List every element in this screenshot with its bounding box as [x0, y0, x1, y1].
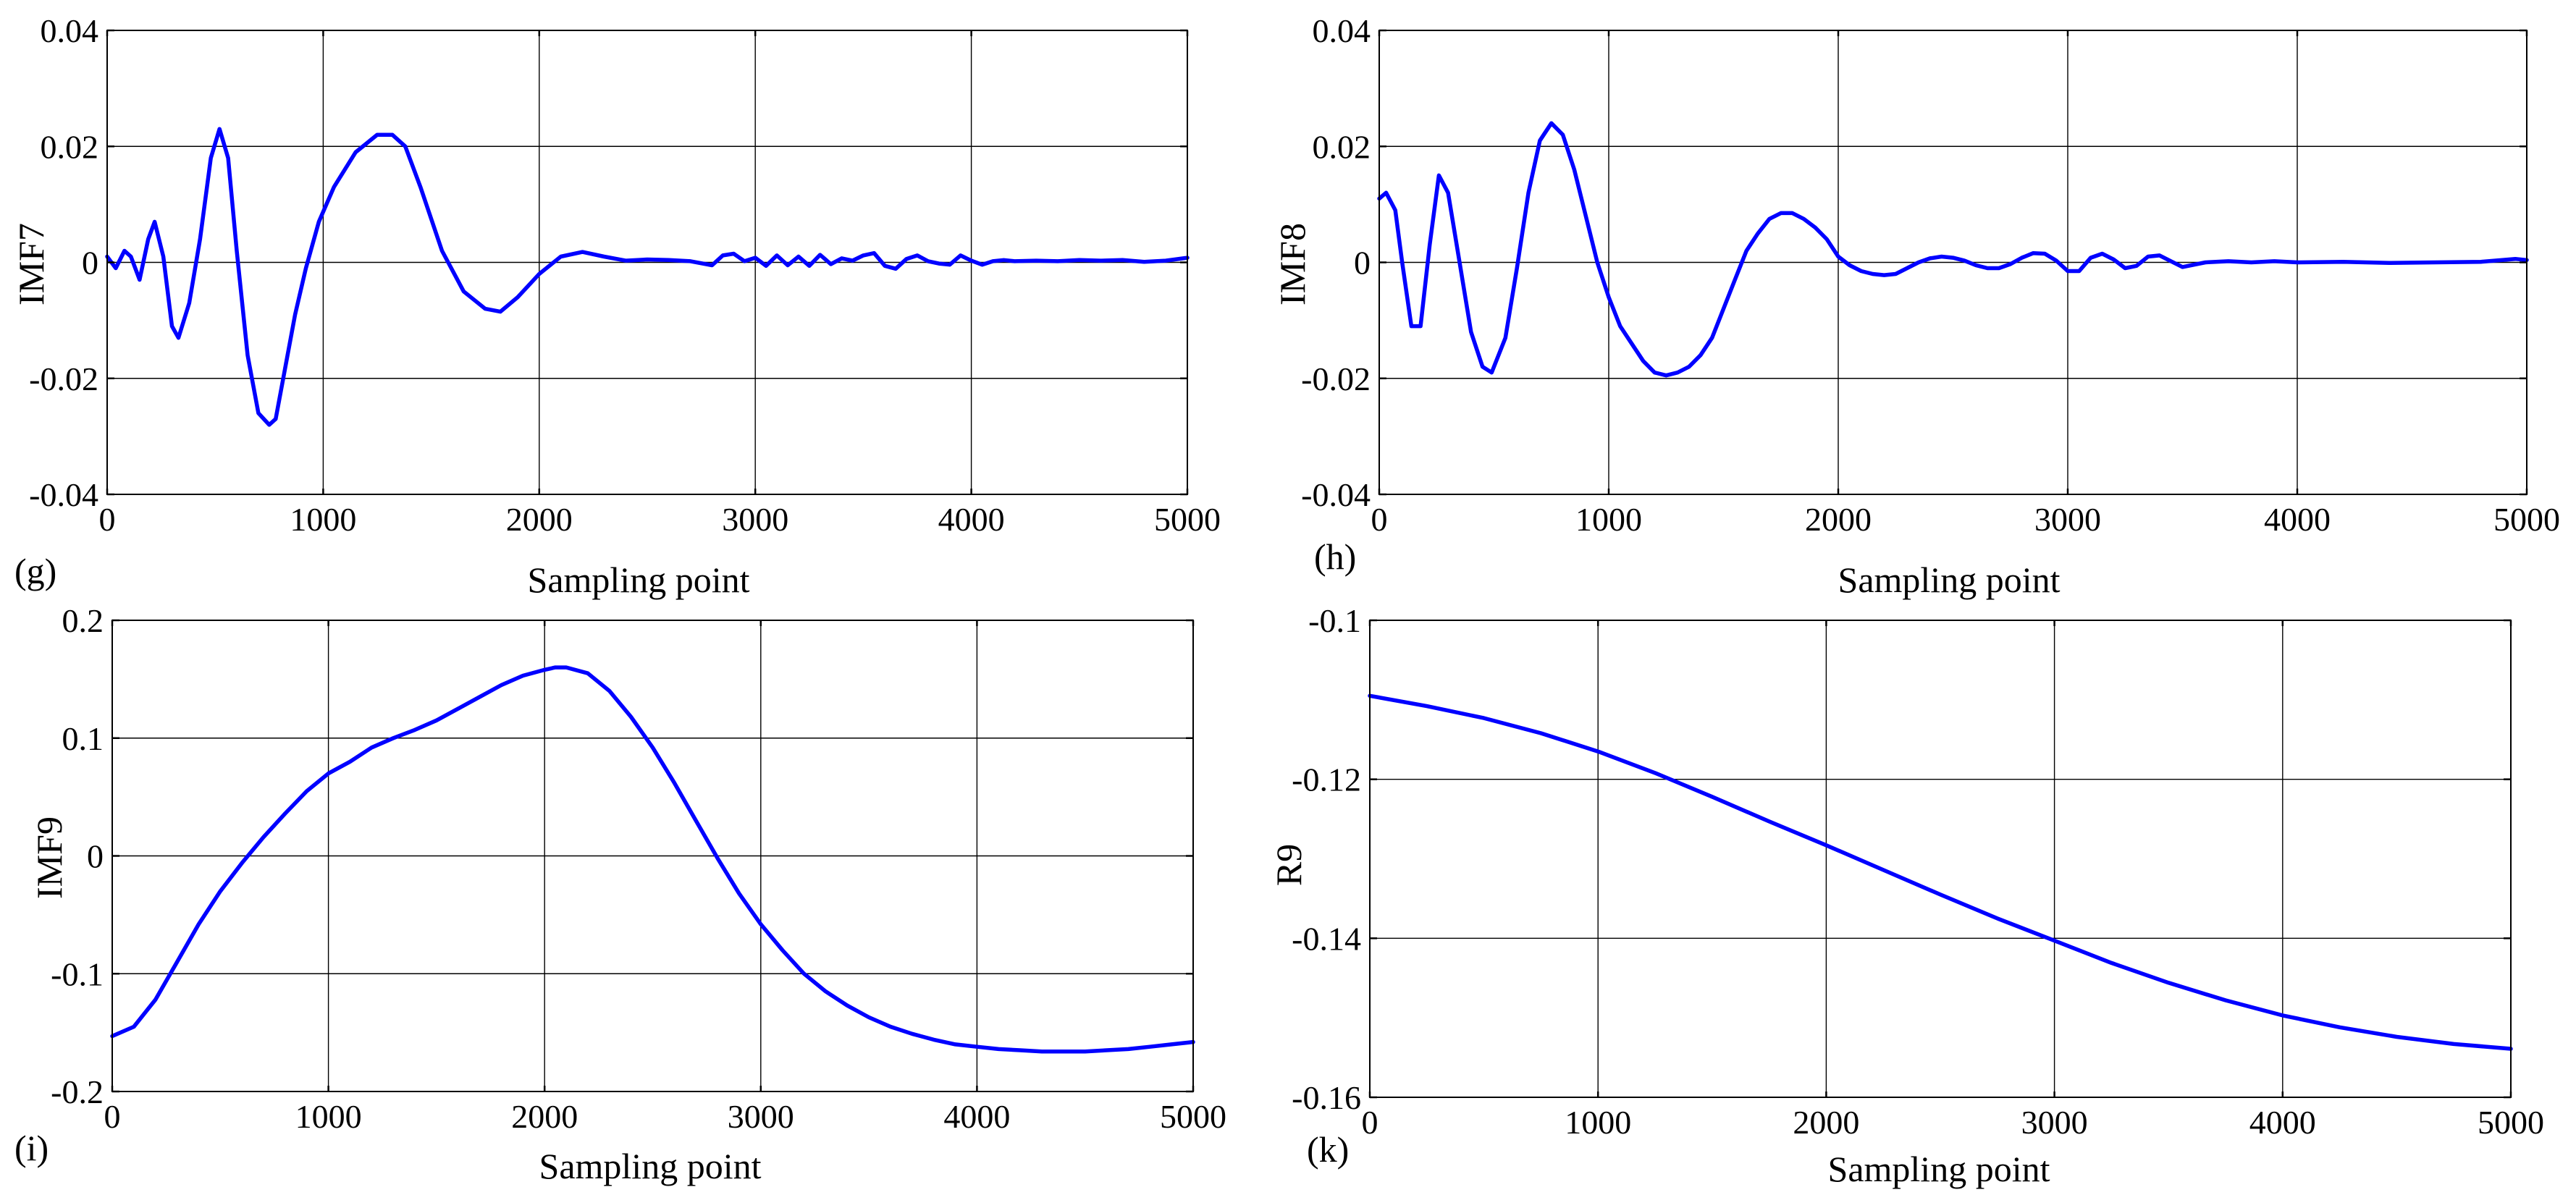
y-tick-label: 0.1: [62, 720, 104, 757]
x-tick-label: 3000: [728, 1098, 794, 1135]
x-tick-label: 5000: [2478, 1104, 2544, 1141]
y-axis-label: IMF9: [29, 816, 70, 899]
panel-i: -0.2 -0.1 0 0.1 0.2 0 1000 2000 3000 4000 5000 IM…: [14, 602, 1226, 1186]
x-tick-label: 1000: [290, 501, 356, 538]
x-tick-label: 5000: [2493, 501, 2560, 538]
series-line-imf7: [105, 127, 1190, 427]
y-tick-label: 0.2: [62, 602, 104, 639]
series-layer: [1377, 121, 2529, 378]
x-tick-label: 1000: [1565, 1104, 1631, 1141]
x-tick-label: 3000: [2034, 501, 2101, 538]
y-axis-label: R9: [1268, 844, 1309, 886]
panel-letter: (i): [14, 1128, 49, 1168]
x-tick-label: 4000: [938, 501, 1005, 538]
y-tick-label: 0.04: [41, 12, 99, 49]
x-tick-label: 3000: [2021, 1104, 2088, 1141]
x-tick-label: 2000: [1793, 1104, 1859, 1141]
y-tick-label: -0.04: [1301, 476, 1371, 513]
x-tick-label: 0: [104, 1098, 121, 1135]
y-tick-label: -0.2: [51, 1073, 104, 1110]
x-tick-label: 2000: [511, 1098, 578, 1135]
axes-frame: [111, 619, 1195, 1093]
x-axis-label: Sampling point: [1838, 560, 2061, 600]
axes-frame: [1368, 619, 2512, 1099]
y-tick-label: 0.04: [1313, 12, 1371, 49]
panel-h: -0.04 -0.02 0 0.02 0.04 0 1000 2000 3000 4000 500…: [1272, 12, 2560, 600]
series-line-r9: [1368, 693, 2513, 1051]
x-axis-label: Sampling point: [539, 1146, 762, 1186]
y-axis-label: IMF8: [1272, 223, 1313, 305]
y-tick-label: -0.14: [1292, 920, 1361, 957]
series-line-imf8: [1377, 121, 2529, 378]
panel-letter: (h): [1314, 536, 1356, 577]
grid-lines: [111, 620, 1194, 1092]
x-tick-label: 1000: [295, 1098, 362, 1135]
x-tick-label: 5000: [1154, 501, 1221, 538]
x-tick-label: 0: [1362, 1104, 1379, 1141]
y-tick-labels: -0.04 -0.02 0 0.02 0.04: [1301, 12, 1371, 513]
x-tick-label: 2000: [506, 501, 573, 538]
x-tick-label: 5000: [1160, 1098, 1226, 1135]
x-tick-label: 4000: [2264, 501, 2331, 538]
y-tick-label: 0: [82, 245, 98, 282]
y-tick-label: -0.1: [1308, 602, 1361, 639]
y-tick-label: 0.02: [41, 128, 99, 165]
x-tick-label: 0: [99, 501, 116, 538]
series-line-imf9: [110, 665, 1195, 1054]
axes-frame: [106, 29, 1189, 496]
series-layer: [110, 665, 1195, 1054]
axes-frame: [1378, 29, 2528, 496]
y-tick-label: 0.02: [1313, 128, 1371, 165]
panel-k: -0.16 -0.14 -0.12 -0.1 0 1000 2000 3000 4000 500…: [1268, 602, 2544, 1189]
plot-frame: [1369, 620, 2512, 1098]
x-tick-label: 4000: [2249, 1104, 2316, 1141]
y-tick-label: -0.04: [29, 476, 98, 513]
panel-letter: (k): [1307, 1129, 1349, 1170]
x-tick-label: 2000: [1805, 501, 1872, 538]
y-tick-label: -0.12: [1292, 761, 1361, 798]
y-tick-labels: -0.16 -0.14 -0.12 -0.1: [1292, 602, 1361, 1116]
y-tick-label: 0: [1354, 245, 1371, 282]
y-axis-label: IMF7: [11, 223, 51, 305]
x-tick-label: 1000: [1575, 501, 1642, 538]
x-axis-label: Sampling point: [528, 560, 750, 600]
x-tick-labels: 0 1000 2000 3000 4000 5000: [104, 1098, 1227, 1135]
x-tick-labels: 0 1000 2000 3000 4000 5000: [99, 501, 1221, 538]
panel-g: -0.04 -0.02 0 0.02 0.04 0 1000 2000 3000 4000 500…: [11, 12, 1221, 600]
y-tick-label: -0.16: [1292, 1079, 1361, 1116]
x-tick-label: 3000: [722, 501, 788, 538]
x-tick-label: 0: [1371, 501, 1388, 538]
y-tick-labels: -0.04 -0.02 0 0.02 0.04: [29, 12, 98, 513]
series-layer: [105, 127, 1190, 427]
y-tick-label: -0.1: [51, 955, 104, 992]
x-tick-labels: 0 1000 2000 3000 4000 5000: [1371, 501, 2561, 538]
panel-letter: (g): [14, 551, 56, 591]
x-tick-label: 4000: [943, 1098, 1010, 1135]
series-layer: [1368, 693, 2513, 1051]
x-tick-labels: 0 1000 2000 3000 4000 5000: [1362, 1104, 2545, 1141]
y-tick-labels: -0.2 -0.1 0 0.1 0.2: [51, 602, 104, 1110]
y-tick-label: -0.02: [1301, 360, 1371, 397]
x-axis-label: Sampling point: [1828, 1149, 2050, 1189]
y-tick-label: -0.02: [29, 360, 98, 397]
y-tick-label: 0: [87, 838, 104, 875]
